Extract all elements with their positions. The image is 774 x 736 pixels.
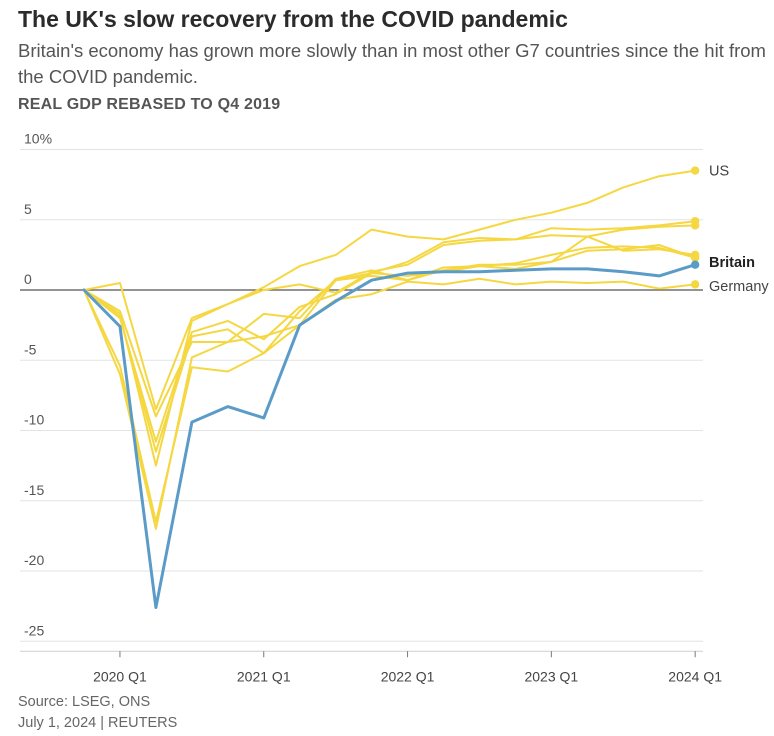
series-label-britain: Britain (709, 255, 755, 271)
source-note: Source: LSEG, ONS (18, 694, 151, 710)
y-tick-label: 0 (24, 271, 32, 287)
chart-subtitle: Britain's economy has grown more slowly … (18, 40, 766, 87)
y-tick-label: 10% (24, 131, 52, 147)
y-tick-label: -10 (24, 412, 44, 428)
x-tick-label: 2021 Q1 (237, 668, 291, 684)
series-label-germany: Germany (709, 279, 769, 295)
series-line-germany (83, 277, 697, 453)
y-tick-label: 5 (24, 201, 32, 217)
series-line-britain (82, 263, 697, 609)
series-label-us: US (709, 164, 729, 180)
y-axis-title: REAL GDP REBASED TO Q4 2019 (18, 96, 281, 113)
end-dot-germany (690, 280, 700, 289)
x-tick-label: 2023 Q1 (524, 668, 578, 684)
chart-title: The UK's slow recovery from the COVID pa… (18, 6, 568, 32)
y-tick-label: -25 (24, 622, 44, 638)
x-tick-label: 2024 Q1 (668, 668, 722, 684)
x-tick-label: 2022 Q1 (381, 668, 435, 684)
end-dot-country-6 (690, 253, 700, 262)
end-dot-us (690, 166, 700, 175)
x-tick-label: 2020 Q1 (93, 668, 147, 684)
end-dot-britain (690, 260, 700, 269)
y-tick-label: -5 (24, 341, 37, 357)
credit-line: July 1, 2024 | REUTERS (18, 715, 178, 731)
gdp-line-chart: 10% 5 0 -5 -10 -15 -20 -25 2020 Q1 2021 Q1 2022 Q1… (20, 131, 769, 684)
series-line-country-2 (83, 220, 697, 467)
series-line-us (83, 169, 697, 411)
end-dot-country-3 (690, 221, 700, 230)
y-tick-label: -15 (24, 482, 44, 498)
y-tick-label: -20 (24, 552, 44, 568)
series-line-country-3 (83, 224, 697, 443)
